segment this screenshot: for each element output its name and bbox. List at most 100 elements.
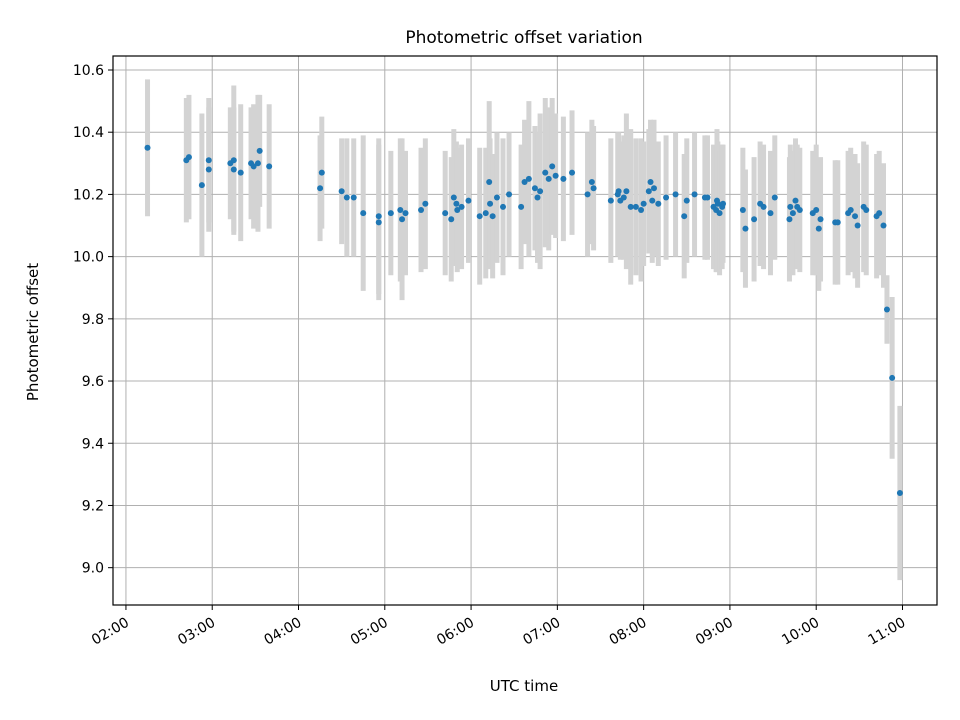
x-axis-label: UTC time	[490, 677, 558, 695]
data-point	[230, 166, 237, 173]
data-point	[863, 206, 870, 213]
data-point	[632, 203, 639, 210]
data-point	[852, 213, 859, 220]
data-point	[771, 194, 778, 201]
data-point	[714, 200, 721, 207]
data-point	[796, 206, 803, 213]
data-point	[422, 200, 429, 207]
data-point	[537, 188, 544, 195]
y-tick-label: 9.8	[82, 312, 104, 328]
y-tick-label: 9.2	[82, 498, 104, 514]
data-point	[649, 197, 656, 204]
data-point	[343, 194, 350, 201]
y-tick-label: 10.0	[73, 250, 104, 266]
data-point	[588, 178, 595, 185]
data-point	[787, 203, 794, 210]
data-point	[448, 216, 455, 223]
data-point	[640, 200, 647, 207]
data-point	[375, 213, 382, 220]
data-point	[584, 191, 591, 198]
data-point	[338, 188, 345, 195]
data-point	[815, 225, 822, 232]
data-point	[880, 222, 887, 229]
data-point	[486, 178, 493, 185]
data-point	[317, 185, 324, 192]
data-point	[663, 194, 670, 201]
data-point	[350, 194, 357, 201]
y-tick-label: 10.2	[73, 187, 104, 203]
data-point	[266, 163, 273, 170]
y-tick-label: 10.6	[73, 63, 104, 79]
data-point	[205, 166, 212, 173]
data-point	[760, 203, 767, 210]
data-point	[198, 182, 205, 189]
y-axis-ticks: 9.0 9.2 9.4 9.6 9.8 10.0 10.2 10.4 10.6	[73, 63, 113, 577]
data-point	[789, 210, 796, 217]
data-point	[418, 206, 425, 213]
data-point	[454, 206, 461, 213]
data-point	[889, 374, 896, 381]
data-point	[230, 157, 237, 164]
data-point	[742, 225, 749, 232]
data-point	[450, 194, 457, 201]
data-point	[817, 216, 824, 223]
y-tick-label: 9.0	[82, 561, 104, 577]
data-point	[655, 200, 662, 207]
data-point	[254, 160, 261, 167]
data-point	[458, 203, 465, 210]
data-point	[615, 188, 622, 195]
data-point	[620, 194, 627, 201]
data-point	[650, 185, 657, 192]
data-point	[185, 154, 192, 161]
data-point	[499, 203, 506, 210]
data-point	[560, 175, 567, 182]
data-point	[375, 219, 382, 226]
data-point	[883, 306, 890, 313]
data-point	[476, 213, 483, 220]
data-point	[506, 191, 513, 198]
data-point	[205, 157, 212, 164]
data-point	[716, 210, 723, 217]
data-point	[751, 216, 758, 223]
data-point	[834, 219, 841, 226]
data-point	[792, 197, 799, 204]
data-point	[144, 144, 151, 151]
data-point	[672, 191, 679, 198]
data-point	[453, 200, 460, 207]
data-point	[720, 200, 727, 207]
data-point	[786, 216, 793, 223]
data-point	[549, 163, 556, 170]
data-point	[691, 191, 698, 198]
data-point	[813, 206, 820, 213]
data-point	[552, 172, 559, 179]
data-point	[590, 185, 597, 192]
data-point	[647, 178, 654, 185]
data-point	[489, 213, 496, 220]
data-point	[250, 163, 257, 170]
data-point	[645, 188, 652, 195]
data-point	[360, 210, 367, 217]
data-point	[704, 194, 711, 201]
chart-title: Photometric offset variation	[405, 28, 642, 48]
axes-frame	[112, 55, 938, 606]
data-point	[542, 169, 549, 176]
y-tick-label: 9.6	[82, 374, 104, 390]
data-points	[144, 144, 903, 497]
data-point	[402, 210, 409, 217]
data-point	[623, 188, 630, 195]
y-axis-label: Photometric offset	[24, 263, 42, 401]
data-point	[387, 210, 394, 217]
data-point	[896, 490, 903, 497]
data-point	[397, 206, 404, 213]
data-point	[683, 197, 690, 204]
data-point	[399, 216, 406, 223]
y-tick-label: 10.4	[73, 125, 104, 141]
data-point	[465, 197, 472, 204]
data-point	[493, 194, 500, 201]
data-point	[638, 206, 645, 213]
data-point	[518, 203, 525, 210]
data-point	[569, 169, 576, 176]
data-point	[545, 175, 552, 182]
data-point	[534, 194, 541, 201]
